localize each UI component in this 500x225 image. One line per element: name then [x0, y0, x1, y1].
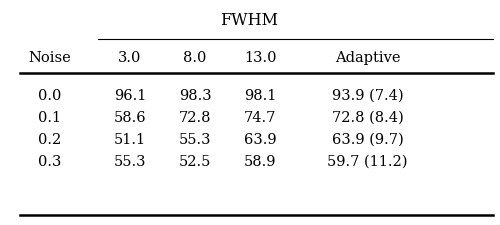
Text: 74.7: 74.7 [244, 110, 276, 124]
Text: 13.0: 13.0 [244, 51, 276, 65]
Text: 72.8: 72.8 [179, 110, 212, 124]
Text: 59.7 (11.2): 59.7 (11.2) [327, 154, 408, 168]
Text: 93.9 (7.4): 93.9 (7.4) [332, 89, 404, 103]
Text: 98.3: 98.3 [178, 89, 212, 103]
Text: 63.9: 63.9 [244, 132, 276, 146]
Text: 63.9 (9.7): 63.9 (9.7) [332, 132, 404, 146]
Text: 72.8 (8.4): 72.8 (8.4) [332, 110, 404, 124]
Text: 0.2: 0.2 [38, 132, 62, 146]
Text: FWHM: FWHM [220, 12, 278, 29]
Text: 8.0: 8.0 [184, 51, 206, 65]
Text: 58.9: 58.9 [244, 154, 276, 168]
Text: 0.3: 0.3 [38, 154, 62, 168]
Text: Noise: Noise [28, 51, 72, 65]
Text: 98.1: 98.1 [244, 89, 276, 103]
Text: Adaptive: Adaptive [335, 51, 400, 65]
Text: 55.3: 55.3 [114, 154, 146, 168]
Text: 3.0: 3.0 [118, 51, 142, 65]
Text: 58.6: 58.6 [114, 110, 146, 124]
Text: 55.3: 55.3 [179, 132, 212, 146]
Text: 52.5: 52.5 [179, 154, 211, 168]
Text: 96.1: 96.1 [114, 89, 146, 103]
Text: 0.0: 0.0 [38, 89, 62, 103]
Text: 51.1: 51.1 [114, 132, 146, 146]
Text: 0.1: 0.1 [38, 110, 62, 124]
